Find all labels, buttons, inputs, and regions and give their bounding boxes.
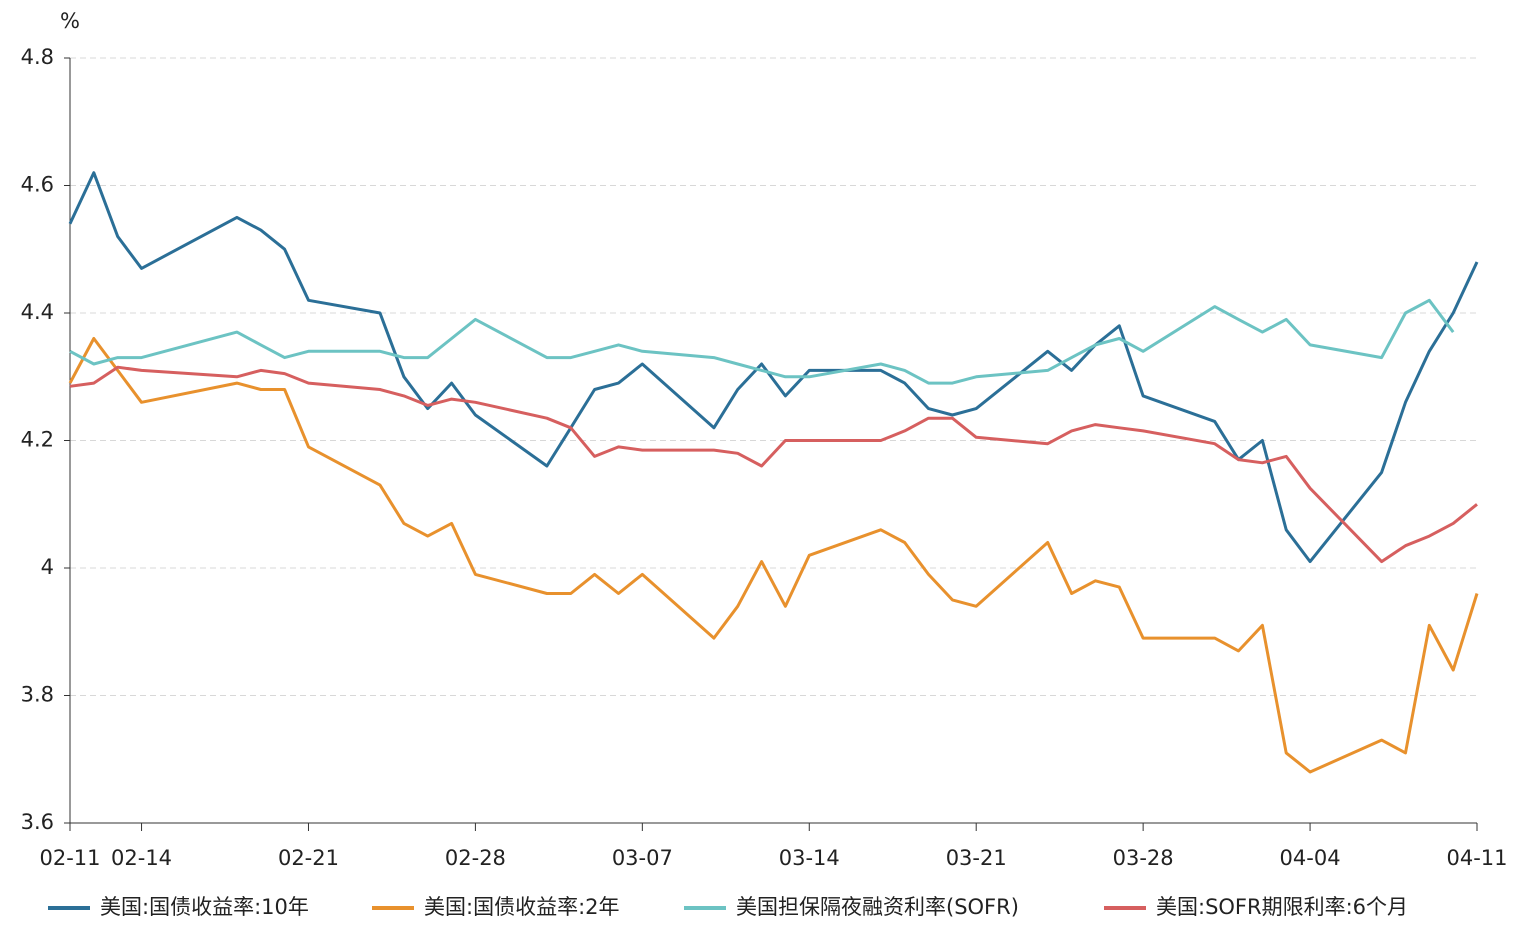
y-tick-label: 4.8 xyxy=(21,45,54,69)
series-line xyxy=(69,365,1478,564)
y-tick-label: 4.6 xyxy=(21,173,54,197)
x-tick-label: 03-07 xyxy=(612,846,673,870)
legend-label: 美国:SOFR期限利率:6个月 xyxy=(1156,895,1408,919)
y-tick-label: 4 xyxy=(41,555,54,579)
y-axis-label: % xyxy=(60,9,80,33)
x-tick-label: 02-11 xyxy=(39,846,100,870)
x-tick-label: 04-11 xyxy=(1446,846,1507,870)
legend-label: 美国:国债收益率:2年 xyxy=(424,895,620,919)
series-line xyxy=(69,298,1455,385)
x-tick-label: 03-28 xyxy=(1113,846,1174,870)
x-tick-label: 03-14 xyxy=(779,846,840,870)
x-tick-label: 02-28 xyxy=(445,846,506,870)
x-tick-label: 02-14 xyxy=(111,846,172,870)
x-tick-label: 03-21 xyxy=(946,846,1007,870)
series-line xyxy=(68,337,1479,774)
x-tick-label: 02-21 xyxy=(278,846,339,870)
y-tick-label: 4.2 xyxy=(21,428,54,452)
legend-label: 美国:国债收益率:10年 xyxy=(100,895,309,919)
y-tick-label: 3.6 xyxy=(21,810,54,834)
legend-label: 美国担保隔夜融资利率(SOFR) xyxy=(736,895,1019,919)
series-line xyxy=(68,171,1479,564)
y-tick-label: 3.8 xyxy=(21,683,54,707)
y-tick-label: 4.4 xyxy=(21,300,54,324)
x-tick-label: 04-04 xyxy=(1280,846,1341,870)
